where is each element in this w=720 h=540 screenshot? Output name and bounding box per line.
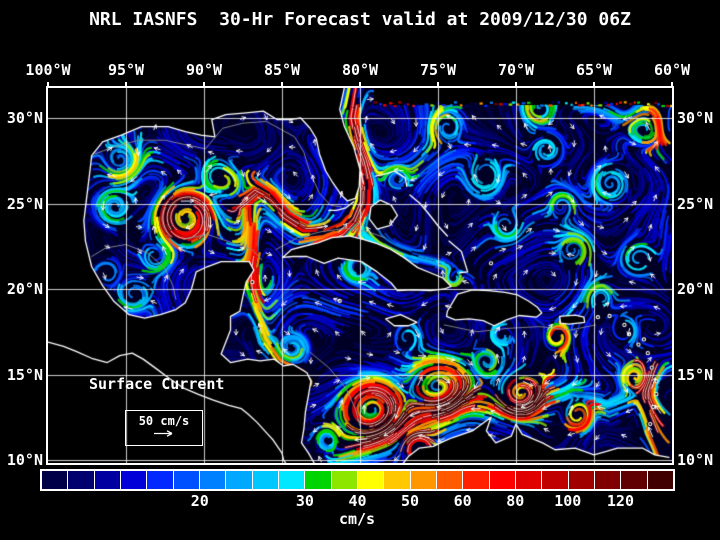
colorbar-segment <box>515 471 543 489</box>
scale-box: 50 cm/s <box>125 410 203 446</box>
lat-axis-label-right: 20°N <box>677 280 714 298</box>
map-frame: Surface Current 50 cm/s <box>46 86 674 465</box>
lon-axis-label: 85°W <box>263 61 301 79</box>
colorbar-tick-label: 20 <box>190 492 209 510</box>
lon-axis-label: 80°W <box>341 61 379 79</box>
axis-tick <box>437 82 439 87</box>
lon-axis-label: 95°W <box>107 61 145 79</box>
lon-axis-label: 90°W <box>185 61 223 79</box>
lat-axis-label-right: 15°N <box>677 365 714 384</box>
colorbar-segment <box>594 471 622 489</box>
lon-axis-label: 100°W <box>25 61 71 79</box>
colorbar-segment <box>621 471 648 489</box>
lon-axis-label: 60°W <box>653 61 691 79</box>
lon-axis-label: 65°W <box>575 61 613 79</box>
colorbar-segment <box>199 471 227 489</box>
axis-tick <box>125 82 127 87</box>
colorbar-segment <box>252 471 279 489</box>
axis-tick <box>281 82 283 87</box>
colorbar-tick-label: 100 <box>554 492 582 510</box>
current-map-canvas <box>48 88 672 463</box>
lat-axis-label-left: 20°N <box>6 280 43 298</box>
colorbar-tick-label: 30 <box>295 492 314 510</box>
colorbar-segment <box>568 471 595 489</box>
colorbar-segment <box>410 471 437 489</box>
lat-axis-label-right: 30°N <box>677 109 714 127</box>
axis-tick <box>671 82 673 87</box>
colorbar <box>40 469 675 491</box>
axis-tick <box>47 82 49 87</box>
colorbar-segment <box>384 471 411 489</box>
colorbar-segment <box>173 471 200 489</box>
lat-axis-label-left: 30°N <box>6 109 43 127</box>
axis-tick <box>203 82 205 87</box>
colorbar-segment <box>542 471 569 489</box>
colorbar-segment <box>436 471 464 489</box>
lon-axis-label: 75°W <box>419 61 457 79</box>
colorbar-tick-label: 80 <box>506 492 525 510</box>
scale-value: 50 cm/s <box>138 414 190 428</box>
legend-title: Surface Current <box>89 375 225 393</box>
lat-axis-label-right: 10°N <box>677 451 714 469</box>
colorbar-segment <box>42 471 69 489</box>
page-title: NRL IASNFS 30-Hr Forecast valid at 2009/… <box>89 9 631 30</box>
colorbar-segment <box>120 471 148 489</box>
colorbar-segment <box>68 471 95 489</box>
lat-axis-label-right: 25°N <box>677 194 714 213</box>
lon-axis-label: 70°W <box>497 61 535 79</box>
colorbar-segment <box>305 471 332 489</box>
colorbar-segment <box>489 471 516 489</box>
colorbar-tick-label: 60 <box>453 492 472 510</box>
colorbar-segment <box>226 471 253 489</box>
colorbar-tick-label: 40 <box>348 492 367 510</box>
colorbar-segment <box>647 471 673 489</box>
lat-axis-label-left: 15°N <box>6 365 43 384</box>
colorbar-segment <box>147 471 174 489</box>
colorbar-segment <box>94 471 121 489</box>
colorbar-tick-label: 50 <box>401 492 420 510</box>
colorbar-segment <box>357 471 385 489</box>
colorbar-segment <box>278 471 306 489</box>
axis-tick <box>359 82 361 87</box>
colorbar-segment <box>463 471 490 489</box>
lat-axis-label-left: 25°N <box>6 194 43 213</box>
scale-arrow-icon <box>154 430 173 437</box>
axis-tick <box>593 82 595 87</box>
lat-axis-label-left: 10°N <box>6 451 43 469</box>
colorbar-unit-label: cm/s <box>338 510 376 528</box>
colorbar-tick-label: 120 <box>606 492 634 510</box>
axis-tick <box>515 82 517 87</box>
colorbar-segment <box>331 471 358 489</box>
